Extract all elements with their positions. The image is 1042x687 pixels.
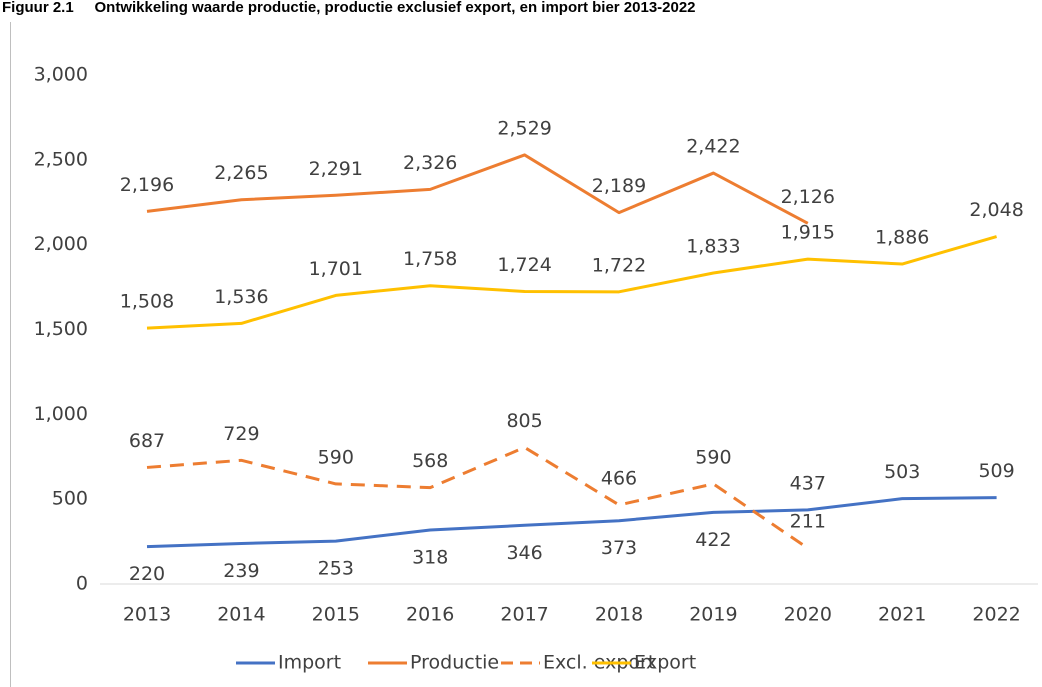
data-label: 318 xyxy=(412,547,448,569)
data-label: 2,126 xyxy=(781,186,835,208)
legend-label: Productie xyxy=(410,652,499,674)
data-label: 253 xyxy=(318,558,354,580)
data-label: 1,915 xyxy=(781,222,835,244)
data-label: 1,833 xyxy=(686,236,740,258)
y-tick-label: 2,500 xyxy=(34,148,88,170)
series-line xyxy=(146,235,998,330)
data-label: 2,422 xyxy=(686,136,740,158)
data-label: 2,326 xyxy=(403,152,457,174)
data-label: 1,724 xyxy=(497,254,551,276)
series-line xyxy=(146,445,809,550)
x-tick-label: 2022 xyxy=(972,604,1020,626)
series-line xyxy=(146,496,997,549)
data-label: 373 xyxy=(601,537,637,559)
x-tick-label: 2017 xyxy=(500,604,548,626)
data-label: 2,291 xyxy=(309,158,363,180)
data-label: 568 xyxy=(412,450,448,472)
y-tick-label: 0 xyxy=(76,573,88,595)
data-label: 1,536 xyxy=(214,286,268,308)
data-label: 687 xyxy=(129,430,165,452)
y-tick-label: 1,000 xyxy=(34,403,88,425)
y-tick-label: 2,000 xyxy=(34,233,88,255)
data-label: 509 xyxy=(978,460,1014,482)
series-line xyxy=(146,153,809,225)
data-label: 220 xyxy=(129,563,165,585)
data-label: 1,722 xyxy=(592,254,646,276)
x-tick-label: 2014 xyxy=(217,604,265,626)
x-tick-label: 2018 xyxy=(595,604,643,626)
legend-label: Export xyxy=(634,652,696,674)
data-label: 590 xyxy=(318,446,354,468)
data-label: 2,196 xyxy=(120,174,174,196)
data-label: 239 xyxy=(223,560,259,582)
x-tick-label: 2020 xyxy=(784,604,832,626)
data-label: 211 xyxy=(790,511,826,533)
data-label: 1,758 xyxy=(403,248,457,270)
data-label: 590 xyxy=(695,446,731,468)
x-tick-label: 2019 xyxy=(689,604,737,626)
chart-title: Figuur 2.1 Ontwikkeling waarde productie… xyxy=(2,0,696,16)
data-label: 437 xyxy=(790,472,826,494)
data-label: 2,529 xyxy=(497,117,551,139)
x-tick-label: 2021 xyxy=(878,604,926,626)
data-label: 1,508 xyxy=(120,291,174,313)
data-label: 729 xyxy=(223,423,259,445)
x-tick-label: 2016 xyxy=(406,604,454,626)
legend-label: Import xyxy=(278,652,341,674)
data-label: 422 xyxy=(695,529,731,551)
data-label: 466 xyxy=(601,467,637,489)
data-label: 2,048 xyxy=(969,199,1023,221)
x-tick-label: 2013 xyxy=(123,604,171,626)
y-tick-label: 500 xyxy=(52,488,88,510)
x-tick-label: 2015 xyxy=(312,604,360,626)
data-label: 503 xyxy=(884,461,920,483)
y-tick-label: 1,500 xyxy=(34,318,88,340)
data-label: 1,886 xyxy=(875,227,929,249)
data-label: 2,265 xyxy=(214,162,268,184)
data-label: 346 xyxy=(506,542,542,564)
data-label: 805 xyxy=(506,410,542,432)
y-tick-label: 3,000 xyxy=(34,64,88,86)
data-label: 1,701 xyxy=(309,258,363,280)
data-label: 2,189 xyxy=(592,175,646,197)
